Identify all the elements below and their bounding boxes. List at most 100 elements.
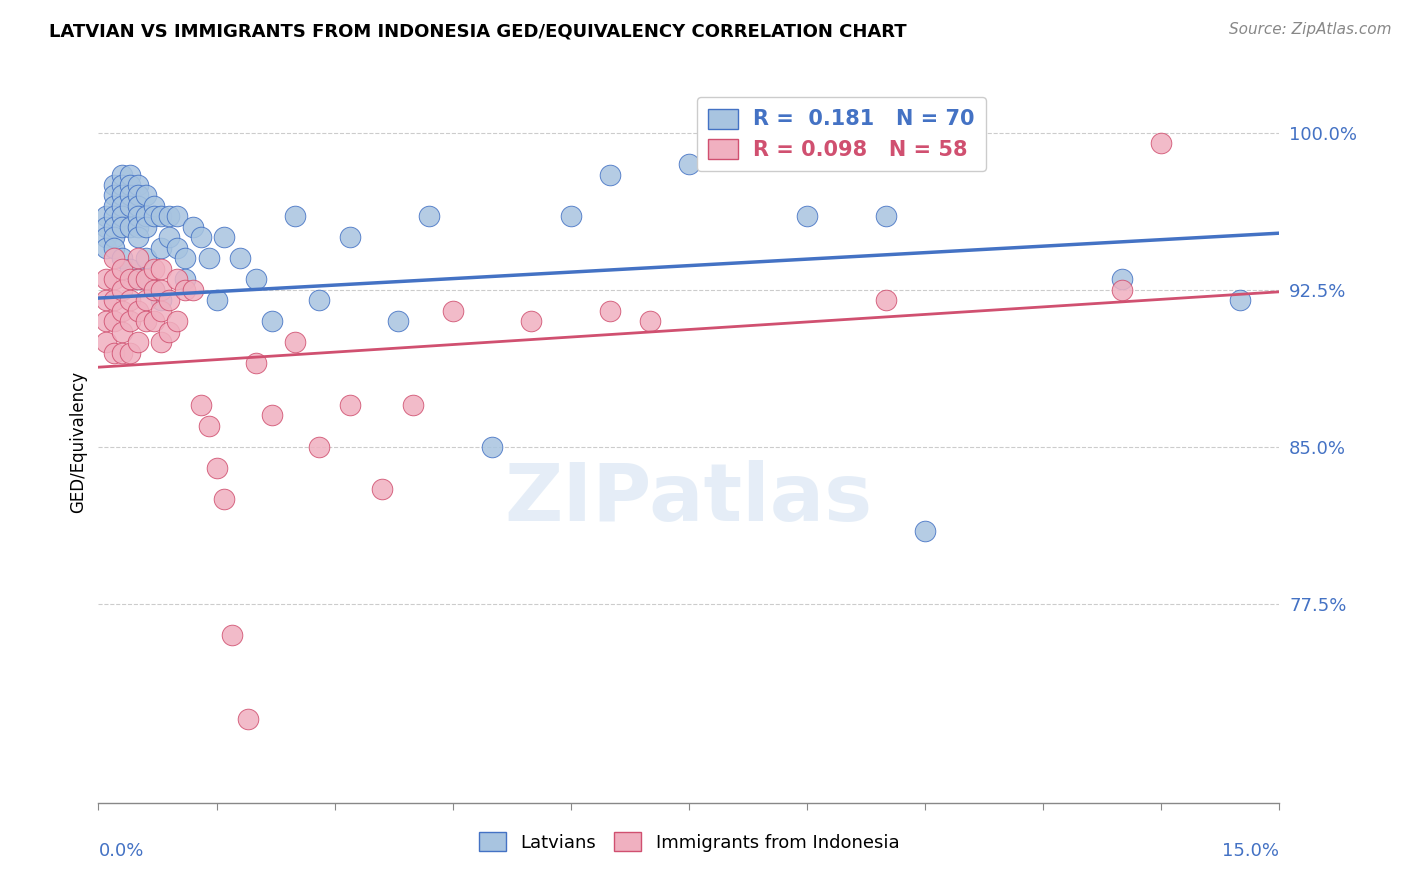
Point [127,272,149,286]
Point [260,314,283,328]
Point [1111,283,1133,297]
Point [111,345,134,359]
Point [560,210,582,224]
Point [135,210,157,224]
Point [96,334,118,349]
Point [96,210,118,224]
Point [111,168,134,182]
Point [111,303,134,318]
Point [678,157,700,171]
Point [103,188,125,202]
Point [111,325,134,339]
Point [308,440,330,454]
Point [127,219,149,234]
Point [308,293,330,308]
Point [142,199,165,213]
Text: LATVIAN VS IMMIGRANTS FROM INDONESIA GED/EQUIVALENCY CORRELATION CHART: LATVIAN VS IMMIGRANTS FROM INDONESIA GED… [49,22,907,40]
Point [118,188,141,202]
Point [96,219,118,234]
Point [150,303,173,318]
Point [260,409,283,423]
Point [339,398,361,412]
Y-axis label: GED/Equivalency: GED/Equivalency [69,370,87,513]
Point [520,314,543,328]
Point [1229,293,1251,308]
Point [245,356,267,370]
Point [150,283,173,297]
Point [96,293,118,308]
Point [157,230,180,244]
Point [875,210,897,224]
Point [135,219,157,234]
Point [157,325,180,339]
Point [103,314,125,328]
Point [599,303,621,318]
Point [481,440,503,454]
Point [135,252,157,266]
Point [135,293,157,308]
Text: ZIPatlas: ZIPatlas [505,460,873,539]
Point [127,188,149,202]
Point [103,345,125,359]
Point [111,178,134,192]
Point [756,126,779,140]
Point [103,219,125,234]
Point [103,252,125,266]
Point [174,283,197,297]
Point [118,219,141,234]
Point [103,272,125,286]
Point [135,188,157,202]
Point [150,261,173,276]
Point [181,219,204,234]
Point [127,252,149,266]
Point [103,178,125,192]
Point [174,252,197,266]
Point [96,272,118,286]
Point [96,241,118,255]
Point [166,314,188,328]
Point [127,199,149,213]
Point [181,283,204,297]
Point [111,188,134,202]
Point [190,398,212,412]
Point [387,314,409,328]
Point [339,230,361,244]
Point [103,241,125,255]
Point [103,293,125,308]
Point [166,241,188,255]
Point [127,178,149,192]
Point [142,261,165,276]
Point [96,230,118,244]
Point [135,272,157,286]
Point [284,334,307,349]
Point [127,334,149,349]
Point [103,199,125,213]
Point [914,524,936,538]
Point [118,272,141,286]
Point [135,314,157,328]
Point [221,628,243,642]
Point [127,272,149,286]
Point [166,272,188,286]
Legend: Latvians, Immigrants from Indonesia: Latvians, Immigrants from Indonesia [471,825,907,859]
Point [118,293,141,308]
Point [197,252,219,266]
Point [214,230,236,244]
Point [245,272,267,286]
Point [111,210,134,224]
Point [157,293,180,308]
Point [441,303,464,318]
Point [236,712,259,726]
Point [214,492,236,507]
Point [142,283,165,297]
Point [402,398,425,412]
Point [205,460,228,475]
Point [190,230,212,244]
Point [796,210,818,224]
Point [197,418,219,433]
Point [127,210,149,224]
Point [118,178,141,192]
Text: 15.0%: 15.0% [1222,842,1279,860]
Point [150,293,173,308]
Point [111,283,134,297]
